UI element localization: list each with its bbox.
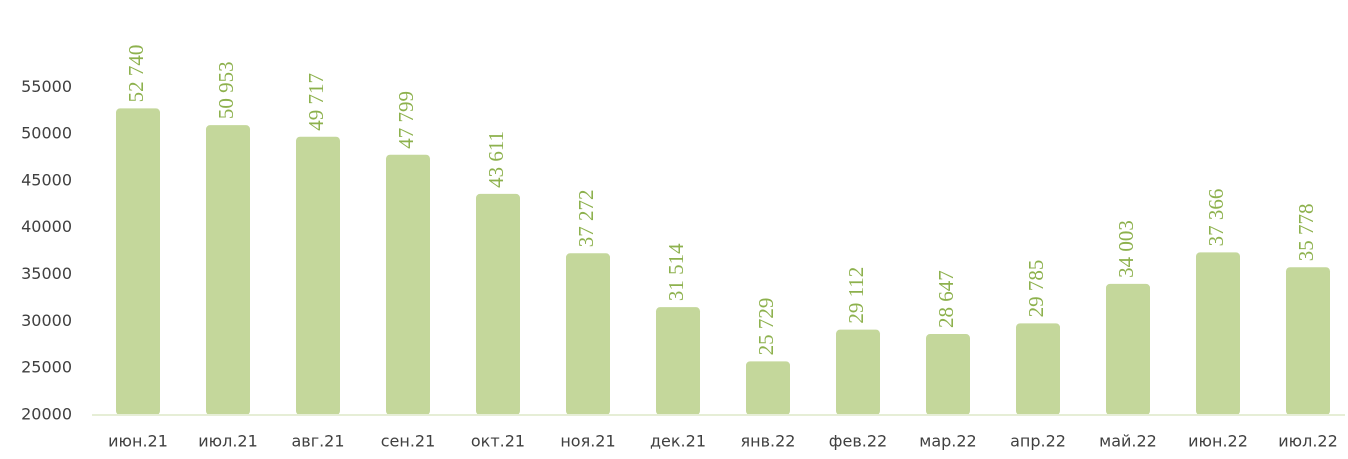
y-tick-label: 25000 [21, 358, 72, 377]
data-label: 37 272 [574, 190, 598, 248]
data-label: 37 366 [1204, 189, 1228, 247]
x-tick-label: янв.22 [741, 432, 796, 451]
x-tick-label: июл.21 [198, 432, 258, 451]
data-label: 49 717 [304, 73, 328, 131]
x-tick-label: фев.22 [829, 432, 887, 451]
bar [656, 307, 700, 415]
bar [206, 125, 250, 416]
x-tick-label: дек.21 [650, 432, 706, 451]
x-tick-label: май.22 [1099, 432, 1157, 451]
bar [476, 193, 520, 415]
data-label: 34 003 [1114, 220, 1138, 278]
data-label: 50 953 [214, 61, 238, 119]
y-tick-label: 30000 [21, 311, 72, 330]
x-tick-label: мар.22 [919, 432, 976, 451]
bar [116, 108, 160, 416]
x-tick-label: ноя.21 [560, 432, 615, 451]
data-label: 29 785 [1024, 260, 1048, 318]
x-tick-label: июл.22 [1278, 432, 1338, 451]
data-label: 28 647 [934, 270, 958, 328]
y-tick-label: 55000 [21, 77, 72, 96]
data-label: 29 112 [844, 267, 868, 324]
bar [1196, 252, 1240, 415]
x-tick-label: апр.22 [1010, 432, 1066, 451]
data-label: 25 729 [754, 298, 778, 356]
bar [386, 154, 430, 416]
x-tick-label: сен.21 [381, 432, 436, 451]
bar [1286, 267, 1330, 415]
bar [836, 329, 880, 415]
bar [296, 136, 340, 415]
data-label: 47 799 [394, 91, 418, 149]
x-tick-label: июн.21 [108, 432, 168, 451]
bar [746, 361, 790, 415]
x-tick-label: июн.22 [1188, 432, 1248, 451]
x-tick-label: окт.21 [471, 432, 525, 451]
data-label: 35 778 [1294, 204, 1318, 262]
bar [566, 253, 610, 415]
y-tick-label: 45000 [21, 170, 72, 189]
y-tick-label: 50000 [21, 124, 72, 143]
data-label: 31 514 [664, 243, 688, 301]
data-label: 43 611 [484, 131, 508, 188]
data-label: 52 740 [124, 45, 148, 103]
bar [1106, 283, 1150, 415]
bar [1016, 323, 1060, 415]
bar [926, 334, 970, 415]
y-tick-label: 20000 [21, 405, 72, 424]
y-tick-label: 35000 [21, 264, 72, 283]
y-tick-label: 40000 [21, 217, 72, 236]
x-tick-label: авг.21 [291, 432, 344, 451]
